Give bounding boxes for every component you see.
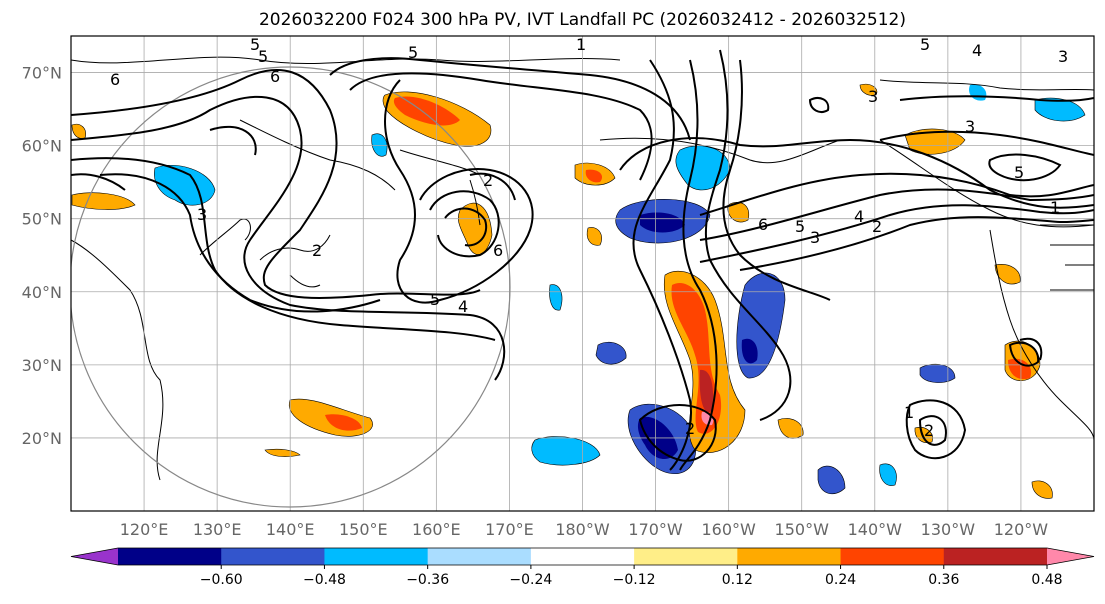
- contour-label-group: 6 5 5 6 5 1 5 4 3 3 3 5 1 6 5 3 4 2 2 6 …: [110, 35, 1068, 440]
- longitude-label: 150°E: [339, 520, 388, 539]
- contour-label: 3: [868, 87, 878, 106]
- pv-contours: [71, 49, 1094, 471]
- map-title: 2026032200 F024 300 hPa PV, IVT Landfall…: [258, 10, 906, 30]
- contour-label: 5: [920, 35, 930, 54]
- negative-anomaly-patch: [640, 212, 685, 233]
- contour-label: 2: [312, 241, 322, 260]
- shaded-anomaly-layer: [71, 83, 1086, 499]
- positive-anomaly-patch: [699, 369, 714, 413]
- contour-label: 3: [197, 205, 207, 224]
- longitude-label: 180°W: [555, 520, 610, 539]
- longitude-labels: 120°E 130°E 140°E 150°E 160°E 170°E 180°W 170°W…: [120, 520, 1049, 539]
- colorbar-segment: [634, 548, 738, 565]
- contour-label: 2: [872, 217, 882, 236]
- colorbar-tick-label: −0.12: [613, 572, 656, 588]
- contour-label: 5: [795, 217, 805, 236]
- colorbar-segment: [943, 548, 1048, 565]
- contour-label: 4: [458, 297, 468, 316]
- colorbar-tick-label: 0.36: [928, 572, 959, 588]
- contour-label: 6: [758, 215, 768, 234]
- longitude-label: 160°W: [701, 520, 756, 539]
- negative-anomaly-patch: [595, 341, 627, 365]
- longitude-label: 140°W: [848, 520, 903, 539]
- latitude-label: 40°N: [22, 283, 62, 302]
- contour-label: 4: [854, 207, 864, 226]
- positive-anomaly-patch: [777, 418, 804, 439]
- colorbar-tick-label: 0.48: [1031, 572, 1062, 588]
- contour-label: 1: [576, 35, 586, 54]
- contour-label: 2: [924, 421, 934, 440]
- colorbar-segment: [530, 548, 635, 565]
- positive-anomaly-patch: [1008, 358, 1032, 380]
- colorbar-segment: [324, 548, 429, 565]
- positive-anomaly-patch: [393, 96, 460, 126]
- contour-label: 6: [110, 70, 120, 89]
- latitude-label: 70°N: [22, 64, 62, 83]
- colorbar-segment: [118, 548, 222, 565]
- contour-label: 5: [258, 47, 268, 66]
- contour-label: 3: [810, 228, 820, 247]
- negative-anomaly-patch: [879, 463, 897, 486]
- positive-anomaly-patch: [1031, 480, 1053, 499]
- contour-label: 6: [270, 67, 280, 86]
- colorbar-tick-label: 0.12: [722, 572, 753, 588]
- colorbar-extend-high: [1047, 548, 1094, 565]
- longitude-label: 170°W: [628, 520, 683, 539]
- contour-label: 3: [1058, 47, 1068, 66]
- negative-anomaly-patch: [919, 363, 956, 383]
- contour-label: 2: [685, 419, 695, 438]
- longitude-label: 130°E: [193, 520, 242, 539]
- contour-label: 6: [493, 241, 503, 260]
- latitude-label: 30°N: [22, 356, 62, 375]
- contour-label: 5: [430, 290, 440, 309]
- positive-anomaly-patch: [914, 427, 933, 443]
- contour-label: 2: [483, 171, 493, 190]
- colorbar-tick-label: −0.60: [200, 572, 243, 588]
- negative-anomaly-patch: [371, 133, 388, 157]
- colorbar-segment: [840, 548, 945, 565]
- contour-label: 4: [972, 41, 982, 60]
- colorbar-segment: [737, 548, 842, 565]
- negative-anomaly-patch: [817, 465, 846, 495]
- colorbar: −0.60 −0.48 −0.36 −0.24 −0.12 0.12 0.24 0.36 0.4…: [70, 547, 1095, 588]
- positive-anomaly-patch: [325, 414, 362, 431]
- longitude-label: 170°E: [485, 520, 534, 539]
- contour-label: 5: [1014, 163, 1024, 182]
- colorbar-tick-label: −0.48: [303, 572, 346, 588]
- contour-label: 3: [965, 117, 975, 136]
- positive-anomaly-patch: [859, 83, 878, 96]
- contour-label: 5: [250, 35, 260, 54]
- coastlines: [71, 56, 1094, 481]
- colorbar-tick-label: −0.24: [509, 572, 552, 588]
- longitude-label: 160°E: [412, 520, 461, 539]
- colorbar-tick-label: 0.24: [825, 572, 856, 588]
- contour-label: 1: [904, 403, 914, 422]
- longitude-label: 130°W: [921, 520, 976, 539]
- latitude-label: 60°N: [22, 137, 62, 156]
- latitude-labels: 70°N 60°N 50°N 40°N 30°N 20°N: [22, 64, 62, 448]
- positive-anomaly-patch: [585, 169, 603, 183]
- contour-label: 1: [1050, 198, 1060, 217]
- radius-circle: [71, 66, 511, 508]
- colorbar-tick-label: −0.36: [406, 572, 449, 588]
- negative-anomaly-patch: [741, 338, 758, 364]
- colorbar-segment: [221, 548, 325, 565]
- positive-anomaly-patch: [264, 448, 301, 457]
- map-frame: [70, 35, 1095, 512]
- negative-anomaly-patch: [549, 284, 563, 311]
- positive-anomaly-patch: [586, 227, 602, 246]
- colorbar-extend-low: [71, 548, 118, 565]
- contour-label: 5: [408, 43, 418, 62]
- colorbar-outline: [70, 547, 1095, 566]
- negative-anomaly-patch: [1034, 97, 1086, 122]
- longitude-label: 120°W: [994, 520, 1049, 539]
- colorbar-segment: [427, 548, 532, 565]
- longitude-label: 150°W: [775, 520, 830, 539]
- latitude-label: 20°N: [22, 429, 62, 448]
- latitude-label: 50°N: [22, 210, 62, 229]
- longitude-label: 120°E: [120, 520, 169, 539]
- longitude-label: 140°E: [266, 520, 315, 539]
